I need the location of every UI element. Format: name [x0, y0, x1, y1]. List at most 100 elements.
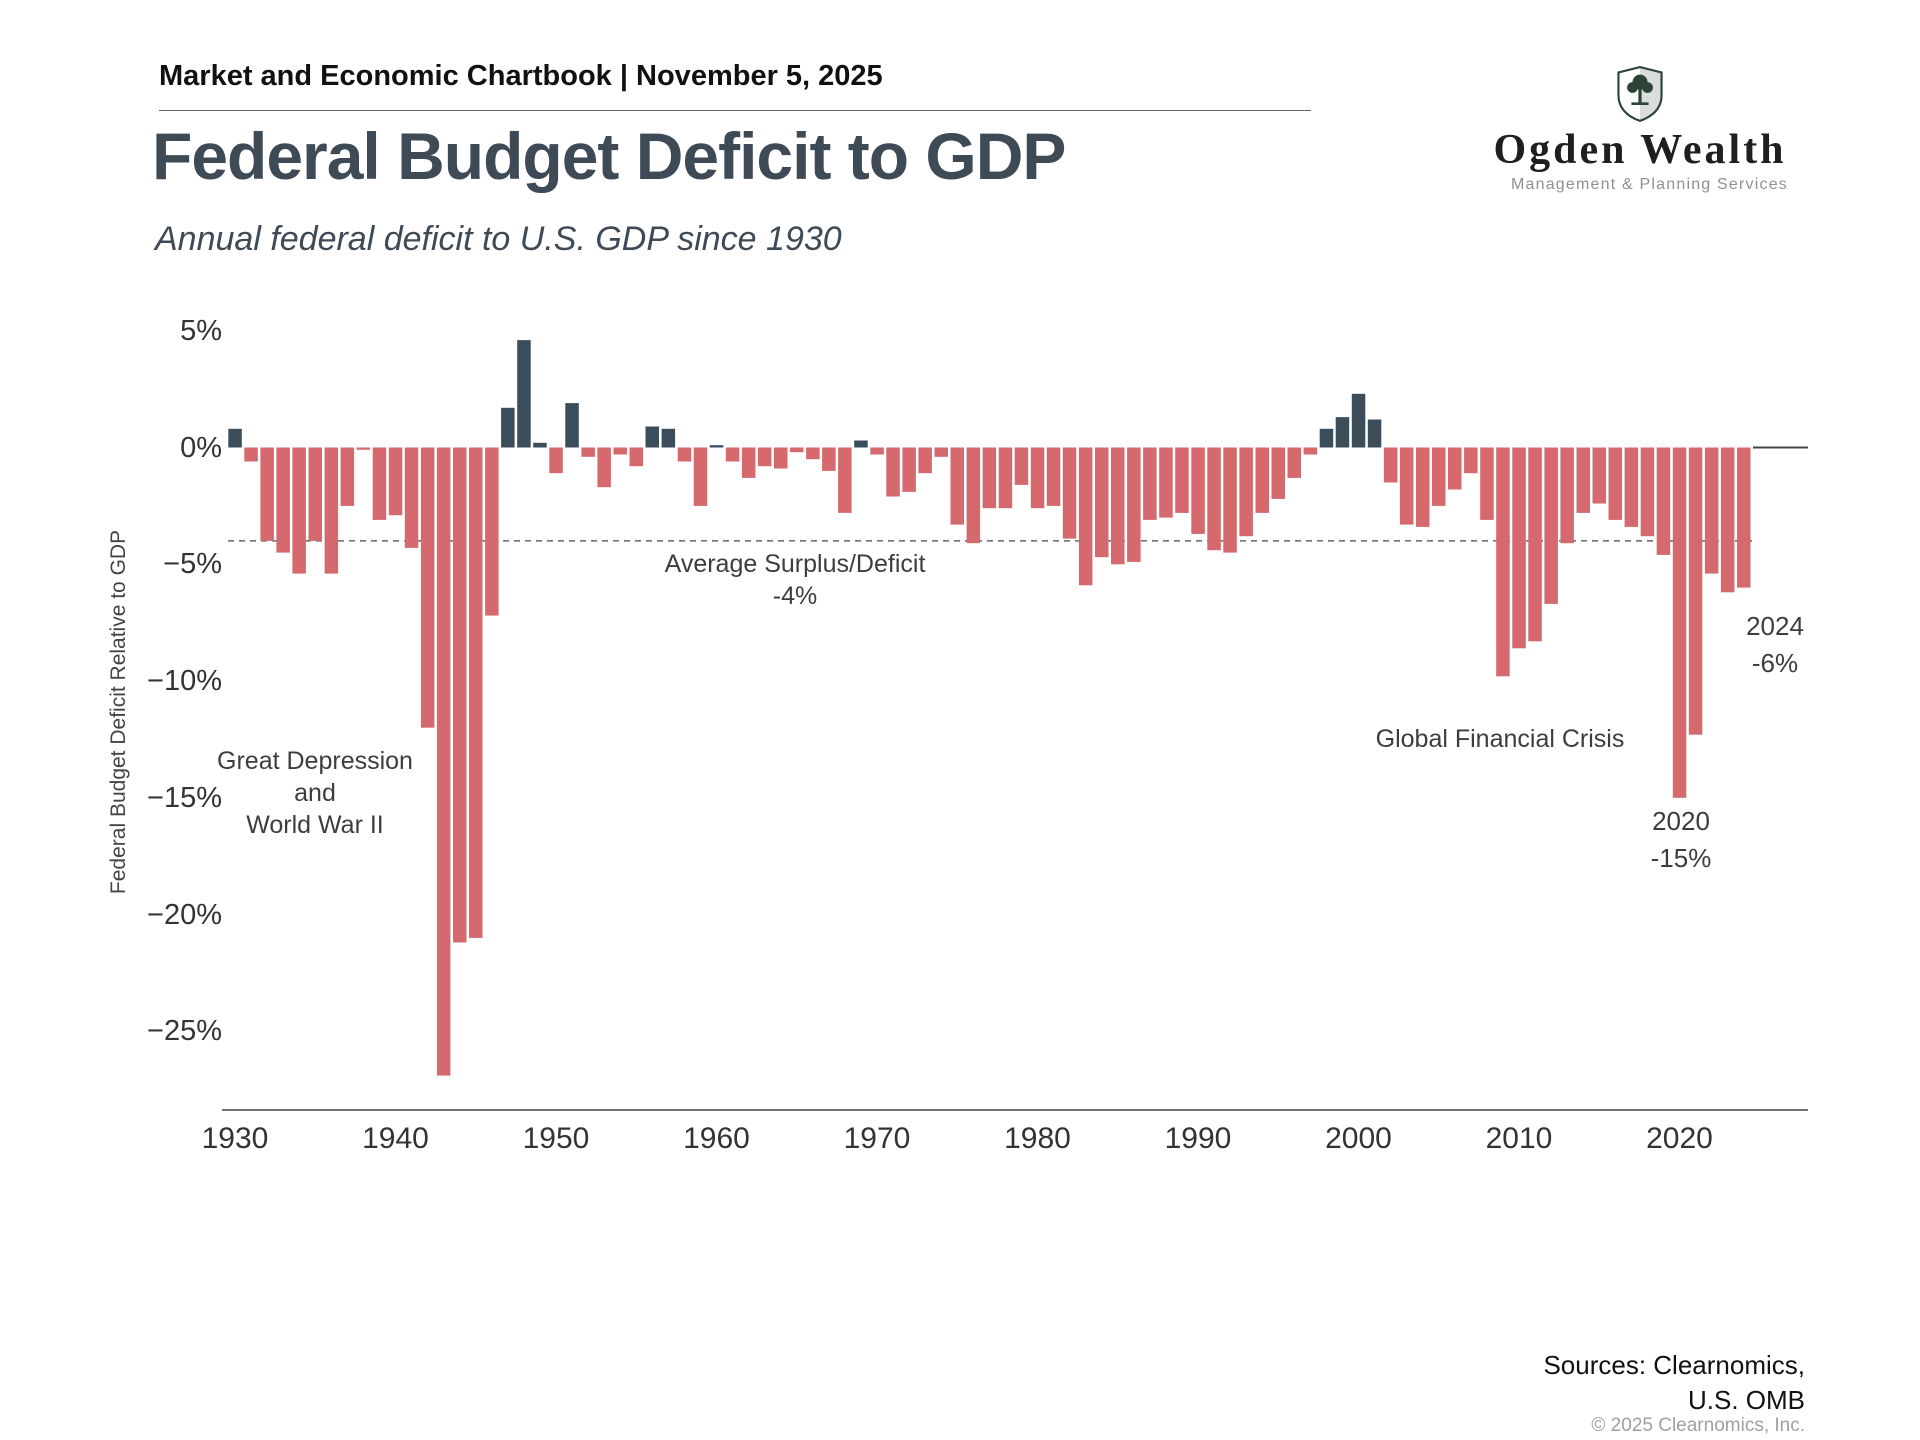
deficit-bar — [1416, 447, 1430, 527]
y-tick-label: −20% — [147, 898, 222, 931]
surplus-bar — [1351, 393, 1366, 448]
deficit-bar — [388, 447, 403, 516]
deficit-bar — [420, 447, 435, 728]
deficit-bar — [693, 447, 708, 506]
deficit-bar — [774, 447, 788, 469]
surplus-bar — [228, 428, 242, 448]
deficit-bar — [1191, 447, 1205, 534]
deficit-bar — [1255, 447, 1269, 513]
header-divider — [159, 110, 1311, 111]
sources-line: Sources: Clearnomics, — [1543, 1350, 1805, 1380]
surplus-bar — [854, 440, 868, 448]
deficit-bar — [1287, 447, 1301, 478]
deficit-bar — [404, 447, 419, 548]
logo-tagline: Management & Planning Services — [1510, 176, 1788, 193]
deficit-bar — [886, 447, 900, 497]
ogden-wealth-shield-icon — [1617, 66, 1663, 122]
deficit-bar — [1383, 447, 1398, 483]
x-tick-label: 1960 — [683, 1122, 750, 1155]
deficit-bar — [1608, 447, 1622, 520]
y-tick-label: −5% — [163, 548, 222, 581]
page-title: Federal Budget Deficit to GDP — [152, 119, 1066, 193]
deficit-bar — [1496, 447, 1510, 677]
page-subtitle: Annual federal deficit to U.S. GDP since… — [155, 220, 842, 258]
annotation-line: 2020 — [1652, 806, 1710, 836]
deficit-bar — [1207, 447, 1221, 551]
deficit-bar — [436, 447, 451, 1076]
x-tick-label: 1970 — [843, 1122, 911, 1155]
deficit-bar — [276, 447, 290, 553]
deficit-bar — [1624, 447, 1639, 527]
deficit-bar — [1704, 447, 1719, 574]
x-tick-label: 1940 — [362, 1122, 429, 1155]
deficit-bar — [1464, 447, 1478, 474]
deficit-bar — [469, 447, 483, 938]
deficit-bar — [1078, 447, 1093, 586]
deficit-bar — [1014, 447, 1029, 485]
logo-name: Ogden Wealth — [1493, 127, 1787, 173]
deficit-bar — [1271, 447, 1285, 499]
deficit-bar — [1111, 447, 1125, 565]
surplus-bar — [501, 407, 515, 448]
y-tick-label: 0% — [180, 431, 222, 464]
x-tick-label: 1930 — [201, 1122, 269, 1155]
deficit-bar — [1175, 447, 1189, 513]
deficit-bar — [902, 447, 916, 492]
surplus-bar — [1335, 417, 1350, 448]
deficit-bar — [1688, 447, 1703, 735]
deficit-bar — [790, 447, 804, 453]
deficit-bar — [1159, 447, 1173, 518]
deficit-bar — [918, 447, 932, 474]
deficit-bar — [1030, 447, 1045, 509]
y-tick-label: −25% — [147, 1015, 222, 1048]
deficit-bar — [1223, 447, 1237, 553]
deficit-bar — [725, 447, 740, 462]
deficit-bar — [1062, 447, 1077, 539]
surplus-bar — [709, 445, 724, 448]
annotation-line: World War II — [246, 811, 384, 839]
surplus-bar — [661, 428, 676, 448]
deficit-bar — [340, 447, 355, 506]
ogden-wealth-logo: Ogden Wealth Management & Planning Servi… — [1490, 66, 1790, 194]
deficit-bar — [1560, 447, 1574, 544]
deficit-bar — [950, 447, 964, 525]
deficit-bar — [1303, 447, 1318, 455]
deficit-bar — [613, 447, 627, 455]
deficit-bar — [1143, 447, 1157, 520]
deficit-bar — [1239, 447, 1253, 537]
deficit-bar — [1432, 447, 1446, 506]
sources: Sources: Clearnomics, U.S. OMB — [1543, 1348, 1805, 1418]
deficit-bar — [982, 447, 997, 509]
deficit-bar — [581, 447, 595, 457]
deficit-bar — [677, 447, 692, 462]
deficit-bar — [934, 447, 948, 457]
surplus-bar — [645, 426, 659, 448]
deficit-bar — [324, 447, 339, 574]
deficit-bar — [1672, 447, 1687, 798]
deficit-bar — [292, 447, 306, 574]
x-tick-label: 1950 — [522, 1122, 590, 1155]
annotation-line: -6% — [1751, 648, 1799, 678]
annotation-great-depression: Great Depression and World War II — [215, 745, 415, 841]
deficit-bar — [453, 447, 467, 943]
deficit-bar — [998, 447, 1013, 509]
deficit-bar — [597, 447, 611, 488]
deficit-bar — [822, 447, 836, 471]
deficit-bar — [244, 447, 258, 462]
deficit-bar — [1095, 447, 1109, 558]
deficit-bar — [1576, 447, 1590, 513]
deficit-bar — [1737, 447, 1751, 588]
annotation-line: -15% — [1650, 843, 1712, 873]
annotation-average-line: Average Surplus/Deficit -4% — [645, 548, 945, 612]
x-axis-tick-labels: 1930 1940 1950 1960 1970 1980 1990 2000 2010 2020 — [0, 1122, 1920, 1162]
deficit-bar — [757, 447, 772, 467]
deficit-bar — [1448, 447, 1462, 490]
annotation-line: Great Depression — [217, 747, 413, 775]
annotation-line: and — [294, 779, 336, 807]
annotation-line: -4% — [772, 582, 818, 610]
deficit-bar — [308, 447, 322, 541]
deficit-bar — [1046, 447, 1061, 506]
deficit-bar — [1480, 447, 1494, 520]
deficit-bar — [1127, 447, 1141, 562]
